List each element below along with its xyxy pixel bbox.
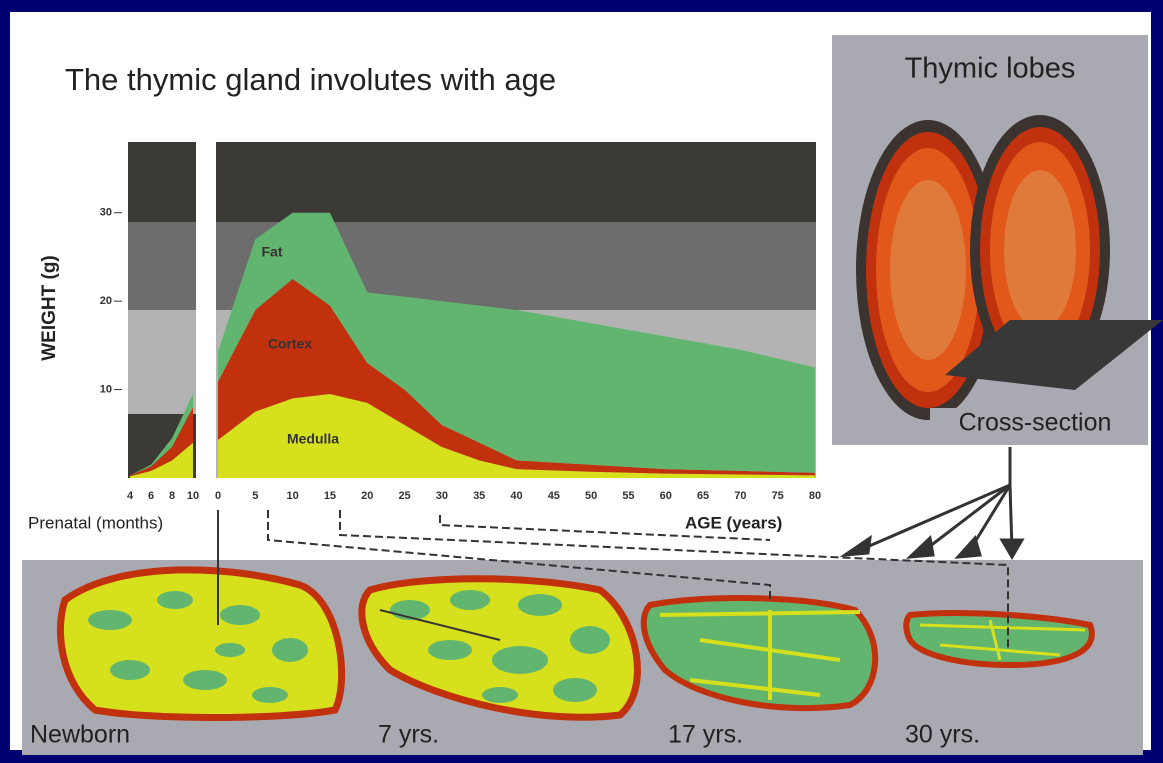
section-label: Newborn — [30, 721, 130, 749]
x-tick-label: 20 — [361, 490, 373, 502]
x-tick-label: 60 — [660, 490, 672, 502]
x-tick-label: 8 — [169, 490, 175, 502]
x-tick-label: 10 — [187, 490, 199, 502]
lobes-panel: Thymic lobes Cross-section — [832, 35, 1163, 445]
x-tick-label: 40 — [510, 490, 522, 502]
cross-section-label: Cross-section — [959, 409, 1112, 437]
x-tick-label: 0 — [215, 490, 221, 502]
section-label: 17 yrs. — [668, 721, 743, 749]
section-label: 30 yrs. — [905, 721, 980, 749]
x-tick-label: 5 — [252, 490, 258, 502]
y-tick-label: 30 — [100, 207, 112, 219]
section-label: 7 yrs. — [378, 721, 439, 749]
x-tick-label: 15 — [324, 490, 336, 502]
x-tick-label: 65 — [697, 490, 709, 502]
y-axis-label: WEIGHT (g) — [39, 255, 60, 361]
x-axis-label: AGE (years) — [685, 513, 782, 532]
x-tick-label: 25 — [398, 490, 410, 502]
y-tick-label: 20 — [100, 295, 112, 307]
x-tick-label: 6 — [148, 490, 154, 502]
x-tick-label: 4 — [127, 490, 134, 502]
x-tick-label: 35 — [473, 490, 485, 502]
y-tick-label: 10 — [100, 383, 112, 395]
x-tick-label: 10 — [287, 490, 299, 502]
x-tick-label: 30 — [436, 490, 448, 502]
x-tick-label: 70 — [734, 490, 746, 502]
x-tick-label: 55 — [622, 490, 634, 502]
series-label: Cortex — [268, 336, 313, 352]
series-label: Fat — [262, 244, 283, 260]
x-axis-label: Prenatal (months) — [28, 513, 163, 532]
x-tick-label: 50 — [585, 490, 597, 502]
x-tick-label: 45 — [548, 490, 560, 502]
figure: The thymic gland involutes with age 4681… — [0, 0, 1163, 763]
lobes-title: Thymic lobes — [905, 53, 1076, 85]
sections-panel: Newborn 7 yrs. 17 yrs. 30 yrs. — [22, 560, 1143, 755]
x-tick-label: 80 — [809, 490, 821, 502]
x-tick-label: 75 — [772, 490, 784, 502]
series-label: Medulla — [287, 431, 339, 447]
title: The thymic gland involutes with age — [65, 62, 556, 97]
